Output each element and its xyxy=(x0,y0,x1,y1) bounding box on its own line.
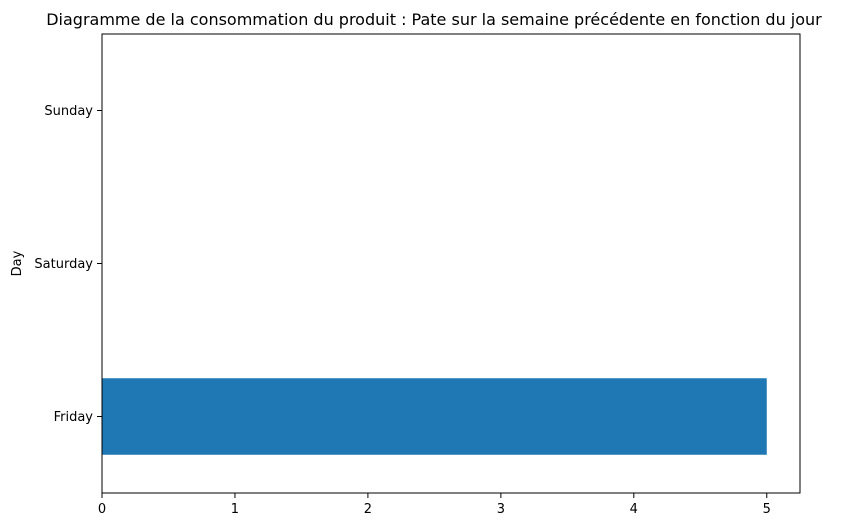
x-tick-label: 4 xyxy=(630,502,638,517)
y-axis-label: Day xyxy=(10,250,25,276)
bar-friday xyxy=(102,378,767,455)
x-tick-label: 2 xyxy=(364,502,372,517)
x-tick-label: 0 xyxy=(98,502,106,517)
y-tick-label: Saturday xyxy=(34,257,93,272)
x-tick-label: 3 xyxy=(497,502,505,517)
plot-frame xyxy=(101,33,801,494)
chart-title: Diagramme de la consommation du produit … xyxy=(46,10,822,29)
x-tick-label: 5 xyxy=(763,502,771,517)
y-tick-label: Friday xyxy=(54,410,94,425)
x-tick-label: 1 xyxy=(231,502,239,517)
y-tick-label: Sunday xyxy=(44,104,93,119)
plot-area: Friday Saturday Sunday 0 1 2 3 4 5 Day xyxy=(10,33,801,517)
